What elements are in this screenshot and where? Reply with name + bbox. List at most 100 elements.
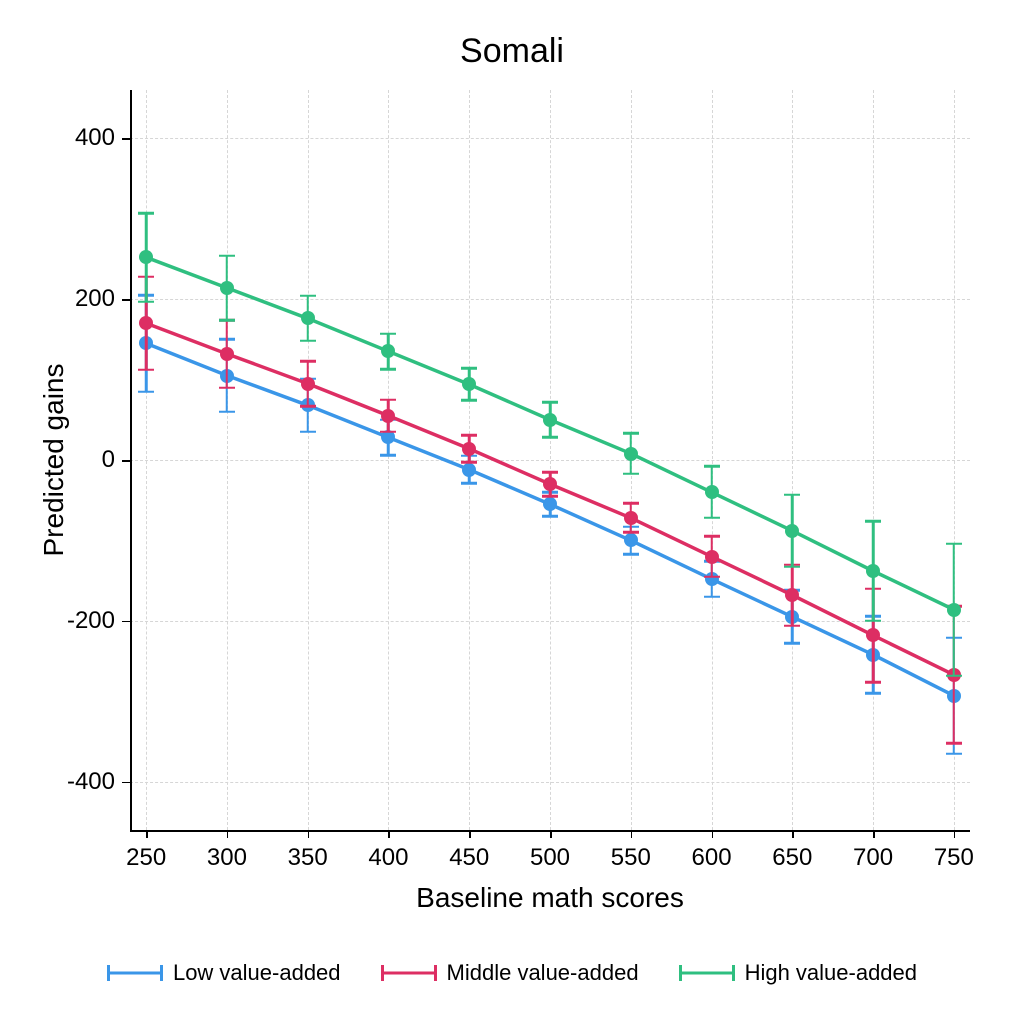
x-tick-label: 400 [368,844,408,872]
error-cap [542,436,558,439]
error-cap [300,295,316,298]
error-cap [219,386,235,389]
grid-line-vertical [712,90,713,830]
error-cap [704,595,720,598]
error-cap [138,369,154,372]
x-tick-label: 500 [530,844,570,872]
data-marker [139,250,153,264]
chart-title: Somali [0,32,1024,71]
grid-line-vertical [792,90,793,830]
error-cap [380,368,396,371]
legend-swatch [107,965,163,981]
x-tick-label: 700 [853,844,893,872]
legend-item: Middle value-added [381,960,639,986]
data-marker [462,442,476,456]
x-tick-label: 300 [207,844,247,872]
error-cap [704,535,720,538]
error-cap [542,495,558,498]
data-marker [543,477,557,491]
y-tick-label: 400 [60,124,115,152]
legend: Low value-added Middle value-added High va… [0,960,1024,986]
grid-line-vertical [388,90,389,830]
error-cap [784,642,800,645]
error-cap [300,405,316,408]
data-marker [381,409,395,423]
error-cap [623,472,639,475]
error-cap [946,542,962,545]
y-tick-label: -400 [60,768,115,796]
data-marker [301,377,315,391]
data-marker [301,311,315,325]
y-tick-mark [122,299,130,301]
legend-item: High value-added [679,960,917,986]
error-cap [461,367,477,370]
data-marker [624,511,638,525]
error-cap [946,752,962,755]
error-cap [946,674,962,677]
data-marker [543,413,557,427]
data-marker [866,564,880,578]
legend-swatch [679,965,735,981]
x-tick-label: 750 [934,844,974,872]
data-marker [866,628,880,642]
error-cap [865,520,881,523]
error-cap [461,461,477,464]
y-tick-mark [122,460,130,462]
legend-label: Middle value-added [447,960,639,986]
x-tick-label: 450 [449,844,489,872]
error-cap [138,300,154,303]
data-marker [785,588,799,602]
data-marker [947,603,961,617]
error-cap [542,515,558,518]
error-cap [380,398,396,401]
error-cap [704,517,720,520]
grid-line-vertical [308,90,309,830]
error-cap [542,401,558,404]
error-cap [219,319,235,322]
data-marker [624,447,638,461]
data-marker [543,497,557,511]
error-cap [461,399,477,402]
data-marker [785,524,799,538]
grid-line-vertical [146,90,147,830]
error-cap [704,575,720,578]
legend-swatch [381,965,437,981]
error-cap [865,620,881,623]
error-cap [138,390,154,393]
error-cap [219,410,235,413]
data-marker [381,344,395,358]
legend-label: High value-added [745,960,917,986]
error-cap [623,531,639,534]
error-cap [380,431,396,434]
y-tick-label: -200 [60,607,115,635]
error-cap [300,431,316,434]
x-tick-label: 550 [611,844,651,872]
y-tick-mark [122,782,130,784]
error-cap [300,340,316,343]
legend-label: Low value-added [173,960,341,986]
error-cap [623,553,639,556]
error-cap [865,681,881,684]
data-marker [705,485,719,499]
data-marker [624,533,638,547]
error-cap [461,482,477,485]
error-cap [300,360,316,363]
error-cap [542,471,558,474]
y-tick-label: 200 [60,285,115,313]
data-marker [220,281,234,295]
y-tick-label: 0 [60,446,115,474]
y-tick-mark [122,138,130,140]
error-cap [461,434,477,437]
x-tick-label: 600 [692,844,732,872]
grid-line-vertical [227,90,228,830]
error-cap [784,566,800,569]
x-axis-line [130,830,970,832]
error-cap [623,502,639,505]
legend-item: Low value-added [107,960,341,986]
data-marker [139,316,153,330]
grid-line-vertical [873,90,874,830]
error-cap [219,254,235,257]
x-tick-label: 350 [288,844,328,872]
error-cap [704,465,720,468]
y-axis-line [130,90,132,830]
